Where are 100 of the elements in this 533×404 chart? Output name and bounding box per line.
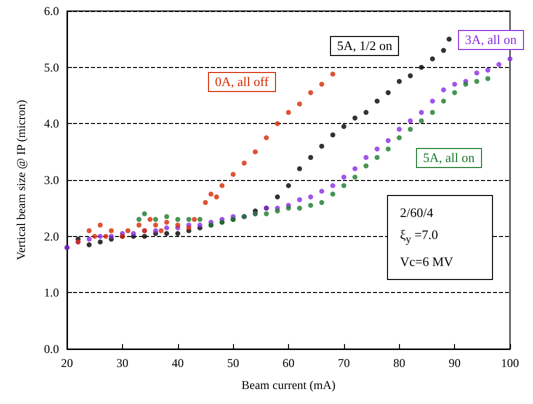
point <box>418 118 424 124</box>
x-tick-label: 30 <box>116 356 128 370</box>
point <box>430 98 435 104</box>
point <box>142 234 148 239</box>
label-box: 5A, 1/2 on <box>330 36 400 56</box>
x-tick-label: 20 <box>61 356 73 370</box>
point <box>446 36 452 42</box>
point <box>485 76 490 82</box>
label-box: 5A, all on <box>416 148 482 168</box>
y-tick-label: 4.0 <box>44 116 59 131</box>
x-tick-label: 100 <box>501 356 519 370</box>
point <box>252 149 258 154</box>
point <box>374 98 380 104</box>
point <box>297 101 302 106</box>
y-tick-label: 2.0 <box>44 229 59 244</box>
point <box>297 206 302 211</box>
point <box>98 239 103 244</box>
point <box>142 211 148 216</box>
x-tick-label: 60 <box>282 356 294 370</box>
point <box>386 138 391 144</box>
point <box>202 200 208 206</box>
point <box>274 194 280 200</box>
label-box: 0A, all off <box>208 72 276 92</box>
point <box>92 234 98 239</box>
point <box>441 87 446 92</box>
x-axis-title: Beam current (mA) <box>242 378 336 392</box>
point <box>153 228 158 234</box>
point <box>164 231 170 236</box>
point <box>396 135 402 140</box>
point <box>186 216 192 222</box>
y-tick-label: 5.0 <box>44 60 59 74</box>
point <box>330 72 336 77</box>
point <box>319 200 324 206</box>
y-axis-title: Vertical beam size @ IP (micron) <box>14 100 28 260</box>
point <box>418 110 424 115</box>
point <box>430 110 435 115</box>
point <box>103 234 108 239</box>
point <box>220 183 225 188</box>
point <box>386 146 391 152</box>
annotation: 2/60/4 <box>400 204 434 222</box>
point <box>153 216 158 222</box>
point <box>297 166 302 172</box>
label-box: 3A, all on <box>458 30 524 50</box>
point <box>441 98 446 104</box>
point <box>485 68 490 73</box>
point <box>148 216 153 222</box>
point <box>364 110 369 115</box>
point <box>136 216 142 222</box>
point <box>158 228 164 234</box>
annotation: ξ$_{y}$ =7.0 <box>400 226 440 248</box>
point <box>308 154 314 160</box>
point <box>308 202 314 208</box>
point <box>125 228 130 234</box>
point <box>274 208 280 214</box>
point <box>430 56 435 62</box>
note-box: 2/60/4 ξ$_{y}$ =7.0 Vc=6 MV <box>387 195 493 280</box>
point <box>208 192 214 197</box>
point <box>242 160 247 166</box>
point <box>474 70 480 76</box>
point <box>364 154 369 160</box>
point <box>175 231 180 236</box>
point <box>463 82 468 87</box>
point <box>164 214 170 220</box>
point <box>274 121 280 126</box>
point <box>341 183 346 188</box>
point <box>330 192 336 197</box>
point <box>230 172 236 177</box>
point <box>341 174 346 180</box>
point <box>308 194 314 200</box>
point <box>319 144 324 149</box>
point <box>508 56 512 62</box>
point <box>197 222 202 228</box>
point <box>264 135 269 140</box>
point <box>197 216 202 222</box>
point <box>452 90 458 96</box>
point <box>86 236 92 242</box>
point <box>286 183 291 188</box>
point <box>264 211 269 216</box>
x-tick-label: 50 <box>227 356 240 370</box>
point <box>186 225 192 230</box>
y-tick-label: 0.0 <box>44 342 59 356</box>
x-tick-label: 70 <box>338 356 350 370</box>
point <box>408 118 413 124</box>
point <box>452 82 458 87</box>
point <box>352 166 358 172</box>
point <box>297 197 302 202</box>
point <box>386 90 391 96</box>
point <box>396 126 402 132</box>
point <box>98 234 103 239</box>
point <box>214 194 220 200</box>
point <box>319 82 324 87</box>
point <box>192 216 197 222</box>
point <box>86 228 92 234</box>
annotation: Vc=6 MV <box>400 252 454 271</box>
point <box>418 64 424 70</box>
point <box>86 242 92 248</box>
point <box>108 234 114 239</box>
point <box>164 225 170 230</box>
x-tick-label: 90 <box>448 356 461 370</box>
point <box>98 222 103 228</box>
